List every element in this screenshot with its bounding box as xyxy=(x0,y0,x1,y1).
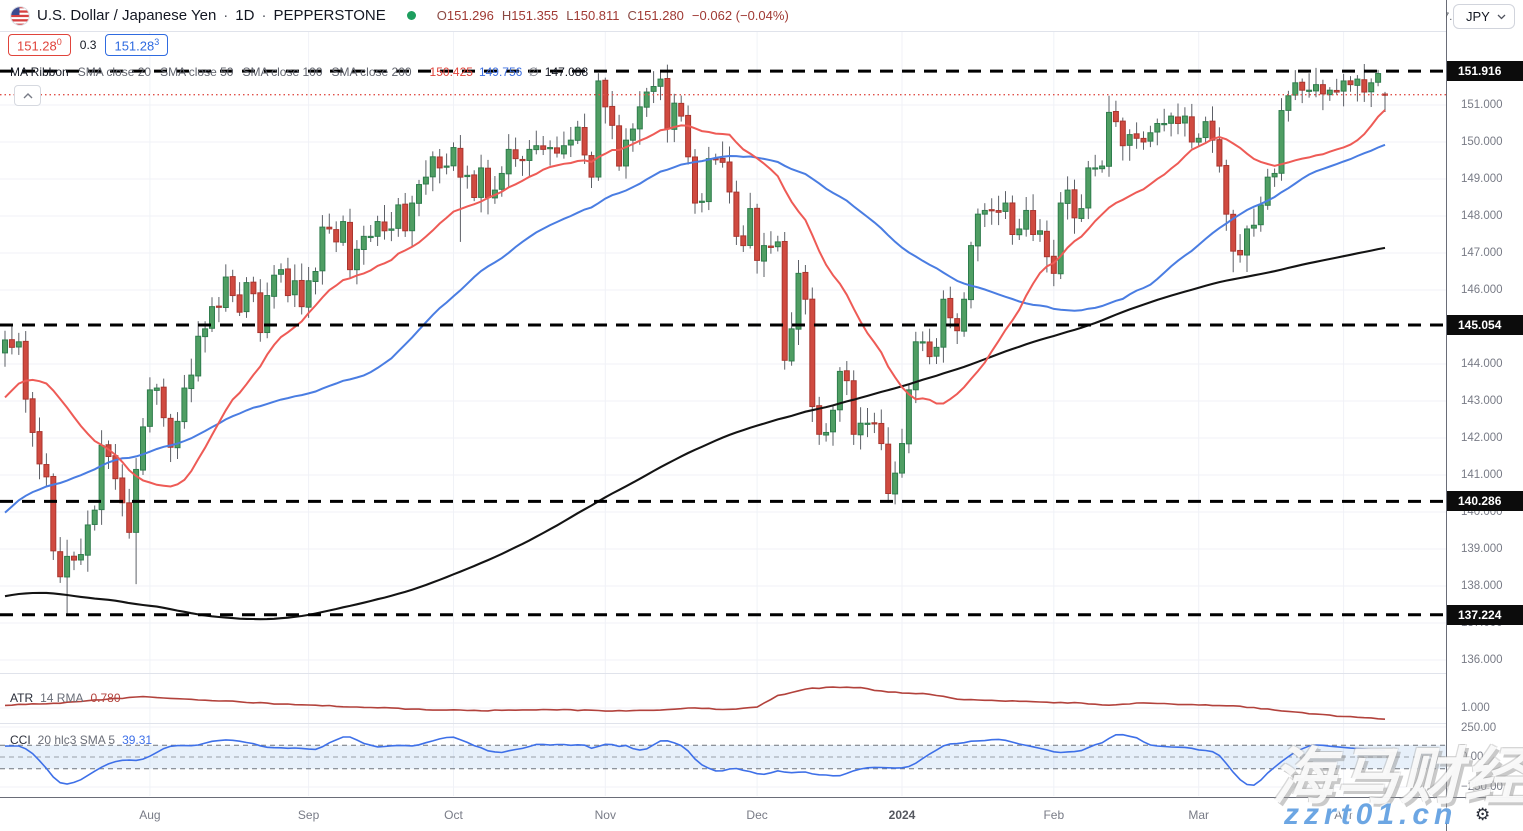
ask-sup-digit: 3 xyxy=(154,37,160,47)
close-value: 151.280 xyxy=(636,8,684,23)
currency-label: JPY xyxy=(1466,9,1490,24)
collapse-pane-button[interactable] xyxy=(14,85,41,106)
price-tick-label: 150.000 xyxy=(1461,136,1503,148)
ohlc-readout: O151.296 H151.355 L150.811 C151.280 −0.0… xyxy=(437,8,789,23)
time-axis-label-Nov: Nov xyxy=(594,808,616,822)
high-letter: H xyxy=(501,8,512,23)
chevron-down-icon xyxy=(1497,14,1506,19)
ask-value: 151.28 xyxy=(114,38,155,54)
axis-corner-cell: ⚙ xyxy=(1446,797,1523,831)
time-axis[interactable]: Aug Sep Oct Nov Dec 2024 Feb Mar Apr xyxy=(0,797,1446,831)
key-level-price-box: 140.286 xyxy=(1447,491,1523,512)
bid-value: 151.28 xyxy=(17,38,57,54)
ma-value-1: 149.756 xyxy=(478,65,523,79)
time-axis-label-Dec: Dec xyxy=(746,808,768,822)
cci-params: 20 hlc3 SMA 5 xyxy=(37,733,116,747)
cci-value: 39.31 xyxy=(122,733,153,747)
price-tick-label: 144.000 xyxy=(1461,358,1503,370)
price-tick-label: 148.000 xyxy=(1461,210,1503,222)
ma-param-0: SMA close 20 xyxy=(77,65,152,79)
title-separator: · xyxy=(223,7,229,24)
price-tick-label: 149.000 xyxy=(1461,173,1503,185)
ma-ribbon-title: MA Ribbon xyxy=(10,65,69,79)
time-axis-label-Apr: Apr xyxy=(1334,808,1353,822)
low-letter: L xyxy=(566,8,574,23)
title-separator: · xyxy=(261,7,267,24)
buy-price-button[interactable]: 151.283 xyxy=(105,34,169,57)
atr-tick-label: 1.000 xyxy=(1461,702,1490,714)
cci-legend[interactable]: CCI 20 hlc3 SMA 5 39.31 xyxy=(10,733,152,747)
chevron-up-icon xyxy=(23,92,32,98)
spread-value: 0.3 xyxy=(79,38,97,53)
chart-canvas[interactable] xyxy=(0,0,1446,797)
interval-label[interactable]: 1D xyxy=(235,7,255,24)
cci-tick-label: −250.00 xyxy=(1461,780,1503,793)
close-letter: C xyxy=(627,8,637,23)
price-tick-label: 139.000 xyxy=(1461,543,1503,555)
ma-param-1: SMA close 50 xyxy=(160,65,234,79)
atr-params: 14 RMA xyxy=(40,691,84,705)
market-status-dot-icon[interactable] xyxy=(406,11,416,20)
change-value: −0.062 (−0.04%) xyxy=(691,8,789,23)
price-scale[interactable]: 151.000 150.000 149.000 148.000 147.000 146.0… xyxy=(1446,0,1523,797)
price-tick-label: 151.000 xyxy=(1461,99,1503,111)
symbol-flag-icon xyxy=(10,5,30,26)
high-value: 151.355 xyxy=(511,8,559,23)
atr-legend[interactable]: ATR 14 RMA 0.780 xyxy=(10,691,121,705)
time-axis-label-Aug: Aug xyxy=(139,808,161,822)
cci-tick-label: 0.00 xyxy=(1461,751,1484,763)
ma-value-0: 150.425 xyxy=(429,65,473,79)
price-tick-label: 143.000 xyxy=(1461,395,1503,407)
key-level-price-box: 151.916 xyxy=(1447,61,1523,82)
price-tick-label: 147.000 xyxy=(1461,247,1503,259)
price-tick-label: 136.000 xyxy=(1461,654,1503,666)
time-axis-label-2024: 2024 xyxy=(888,808,916,822)
low-value: 150.811 xyxy=(573,8,620,23)
time-axis-label-Oct: Oct xyxy=(444,808,463,822)
chart-header-toolbar: U.S. Dollar / Japanese Yen · 1D · PEPPER… xyxy=(0,0,1446,32)
ma-value-3: 147.088 xyxy=(544,65,589,79)
ma-value-2: ∅ xyxy=(528,65,539,79)
open-letter: O xyxy=(436,8,447,23)
atr-title: ATR xyxy=(10,691,34,705)
ma-ribbon-params: SMA close 20 SMA close 50 SMA close 100 SMA… xyxy=(78,65,421,79)
ma-param-3: SMA close 200 xyxy=(331,65,412,79)
ma-param-2: SMA close 100 xyxy=(242,65,323,79)
cci-tick-label: 250.00 xyxy=(1461,721,1497,734)
currency-dropdown[interactable]: JPY xyxy=(1453,4,1515,29)
time-axis-label-Mar: Mar xyxy=(1188,808,1210,822)
key-level-price-box: 145.054 xyxy=(1447,315,1523,335)
sell-price-button[interactable]: 151.280 xyxy=(8,34,71,57)
price-tick-label: 142.000 xyxy=(1461,432,1503,444)
time-axis-label-Feb: Feb xyxy=(1043,808,1065,822)
price-tick-label: 146.000 xyxy=(1461,284,1503,296)
quote-row: 151.280 0.3 151.283 xyxy=(8,34,169,57)
symbol-title[interactable]: U.S. Dollar / Japanese Yen xyxy=(37,7,217,24)
open-value: 151.296 xyxy=(446,8,494,23)
exchange-label: PEPPERSTONE xyxy=(273,7,386,24)
time-axis-label-Sep: Sep xyxy=(297,808,320,822)
ma-ribbon-values: 150.425 149.756 ∅ 147.088 xyxy=(430,65,595,79)
bid-sup-digit: 0 xyxy=(56,37,62,47)
cci-title: CCI xyxy=(10,733,31,747)
gear-icon[interactable]: ⚙ xyxy=(1475,805,1491,824)
ma-ribbon-legend[interactable]: MA Ribbon SMA close 20 SMA close 50 SMA cl… xyxy=(10,65,594,79)
key-level-price-box: 137.224 xyxy=(1447,604,1523,625)
price-tick-label: 138.000 xyxy=(1461,580,1503,592)
atr-value: 0.780 xyxy=(90,691,121,705)
price-tick-label: 141.000 xyxy=(1461,469,1503,481)
